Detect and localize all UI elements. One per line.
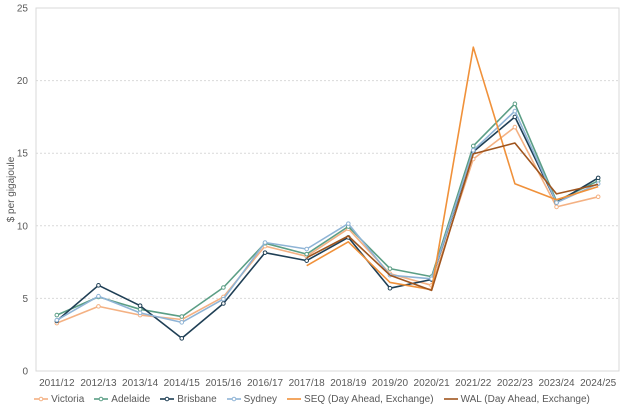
x-tick-label: 2021/22 (455, 378, 492, 389)
legend-item: Victoria (34, 391, 84, 407)
x-axis-ticks: 2011/12 2012/13 2013/14 2014/15 2015/16 2016/… (39, 378, 617, 389)
x-tick-label: 2024/25 (580, 378, 617, 389)
y-axis-title: $ per gigajoule (6, 156, 17, 222)
x-tick-label: 2017/18 (289, 378, 326, 389)
legend-item: Brisbane (160, 391, 217, 407)
y-tick-label: 25 (17, 4, 29, 15)
x-tick-label: 2015/16 (205, 378, 242, 389)
x-tick-label: 2012/13 (80, 378, 117, 389)
series-seq-day-ahead-exchange (306, 46, 599, 291)
legend-item: WAL (Day Ahead, Exchange) (443, 391, 590, 407)
plot-frame (35, 7, 620, 372)
x-tick-label: 2023/24 (538, 378, 575, 389)
legend-line-marker-icon (160, 394, 175, 404)
y-axis-ticks: 0 5 10 15 20 25 (17, 4, 29, 378)
legend-line-marker-icon (287, 394, 302, 404)
series-sydney (54, 108, 601, 325)
y-tick-label: 20 (17, 76, 29, 87)
x-tick-label: 2019/20 (372, 378, 409, 389)
legend-label: SEQ (Day Ahead, Exchange) (304, 393, 434, 405)
x-tick-label: 2020/21 (414, 378, 451, 389)
x-tick-label: 2022/23 (497, 378, 534, 389)
series-brisbane (54, 114, 601, 341)
legend-label: Adelaide (111, 393, 151, 405)
legend-label: Sydney (243, 393, 278, 405)
series-wal-day-ahead-exchange (306, 142, 599, 292)
x-tick-label: 2016/17 (247, 378, 284, 389)
legend-item: SEQ (Day Ahead, Exchange) (287, 391, 434, 407)
legend-line-marker-icon (226, 394, 241, 404)
y-tick-label: 0 (22, 367, 28, 378)
series-victoria (54, 124, 601, 326)
legend-line-marker-icon (443, 394, 458, 404)
legend-line-marker-icon (34, 394, 49, 404)
y-tick-label: 10 (17, 221, 29, 232)
legend-label: WAL (Day Ahead, Exchange) (460, 393, 590, 405)
x-tick-label: 2011/12 (39, 378, 75, 389)
x-tick-label: 2014/15 (164, 378, 201, 389)
legend-line-marker-icon (94, 394, 109, 404)
legend-label: Brisbane (177, 393, 217, 405)
x-tick-label: 2018/19 (330, 378, 367, 389)
legend-item: Adelaide (94, 391, 150, 407)
series-lines (54, 46, 601, 341)
x-tick-label: 2013/14 (122, 378, 159, 389)
legend-label: Victoria (51, 393, 85, 405)
legend-item: Sydney (226, 391, 278, 407)
y-tick-label: 5 (22, 294, 28, 305)
legend: Victoria Adelaide Brisbane Sydney SEQ (Day A… (0, 391, 624, 407)
y-tick-label: 15 (17, 149, 29, 160)
gridlines (36, 80, 619, 299)
